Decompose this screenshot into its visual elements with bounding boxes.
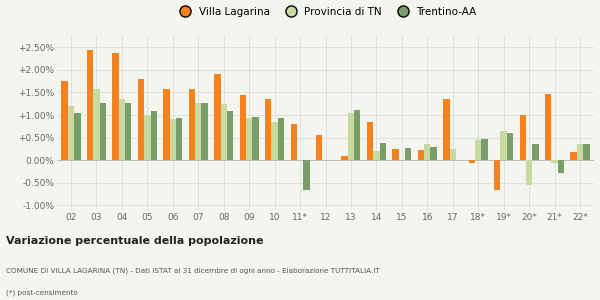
Bar <box>176 118 182 160</box>
Bar <box>558 160 564 173</box>
Bar <box>68 106 74 160</box>
Bar <box>125 103 131 160</box>
Bar <box>424 145 430 160</box>
Bar <box>373 151 380 160</box>
Bar <box>163 89 170 160</box>
Bar <box>93 89 100 160</box>
Bar <box>545 94 551 160</box>
Bar <box>151 112 157 160</box>
Bar <box>290 124 297 160</box>
Bar <box>430 147 437 160</box>
Bar <box>500 131 507 160</box>
Bar <box>100 103 106 160</box>
Bar <box>278 118 284 160</box>
Bar <box>271 122 278 160</box>
Bar <box>532 144 539 160</box>
Bar <box>221 104 227 160</box>
Bar <box>87 50 93 160</box>
Bar <box>214 74 221 160</box>
Bar <box>246 118 253 160</box>
Bar <box>303 160 310 190</box>
Bar <box>61 81 68 160</box>
Bar <box>195 103 202 160</box>
Bar <box>577 145 583 160</box>
Bar <box>202 103 208 160</box>
Legend: Villa Lagarina, Provincia di TN, Trentino-AA: Villa Lagarina, Provincia di TN, Trentin… <box>170 3 481 21</box>
Bar <box>227 111 233 160</box>
Bar <box>348 113 354 160</box>
Bar <box>392 149 398 160</box>
Bar <box>469 160 475 164</box>
Bar <box>526 160 532 185</box>
Bar <box>475 140 481 160</box>
Bar <box>74 113 80 160</box>
Bar <box>138 79 144 160</box>
Bar <box>119 99 125 160</box>
Bar <box>265 99 271 160</box>
Bar <box>367 122 373 160</box>
Bar <box>443 99 449 160</box>
Bar <box>341 156 348 160</box>
Bar <box>239 95 246 160</box>
Bar <box>354 110 361 160</box>
Text: Variazione percentuale della popolazione: Variazione percentuale della popolazione <box>6 236 263 247</box>
Text: (*) post-censimento: (*) post-censimento <box>6 289 78 296</box>
Bar <box>189 89 195 160</box>
Bar <box>494 160 500 190</box>
Bar <box>316 134 322 160</box>
Bar <box>253 117 259 160</box>
Bar <box>520 115 526 160</box>
Bar <box>449 149 456 160</box>
Bar <box>418 150 424 160</box>
Bar <box>481 139 488 160</box>
Bar <box>507 133 513 160</box>
Bar <box>405 148 412 160</box>
Bar <box>571 152 577 160</box>
Bar <box>170 119 176 160</box>
Bar <box>112 53 119 160</box>
Bar <box>583 144 590 160</box>
Text: COMUNE DI VILLA LAGARINA (TN) - Dati ISTAT al 31 dicembre di ogni anno - Elabora: COMUNE DI VILLA LAGARINA (TN) - Dati IST… <box>6 268 380 274</box>
Bar <box>551 160 558 163</box>
Bar <box>144 115 151 160</box>
Bar <box>380 143 386 160</box>
